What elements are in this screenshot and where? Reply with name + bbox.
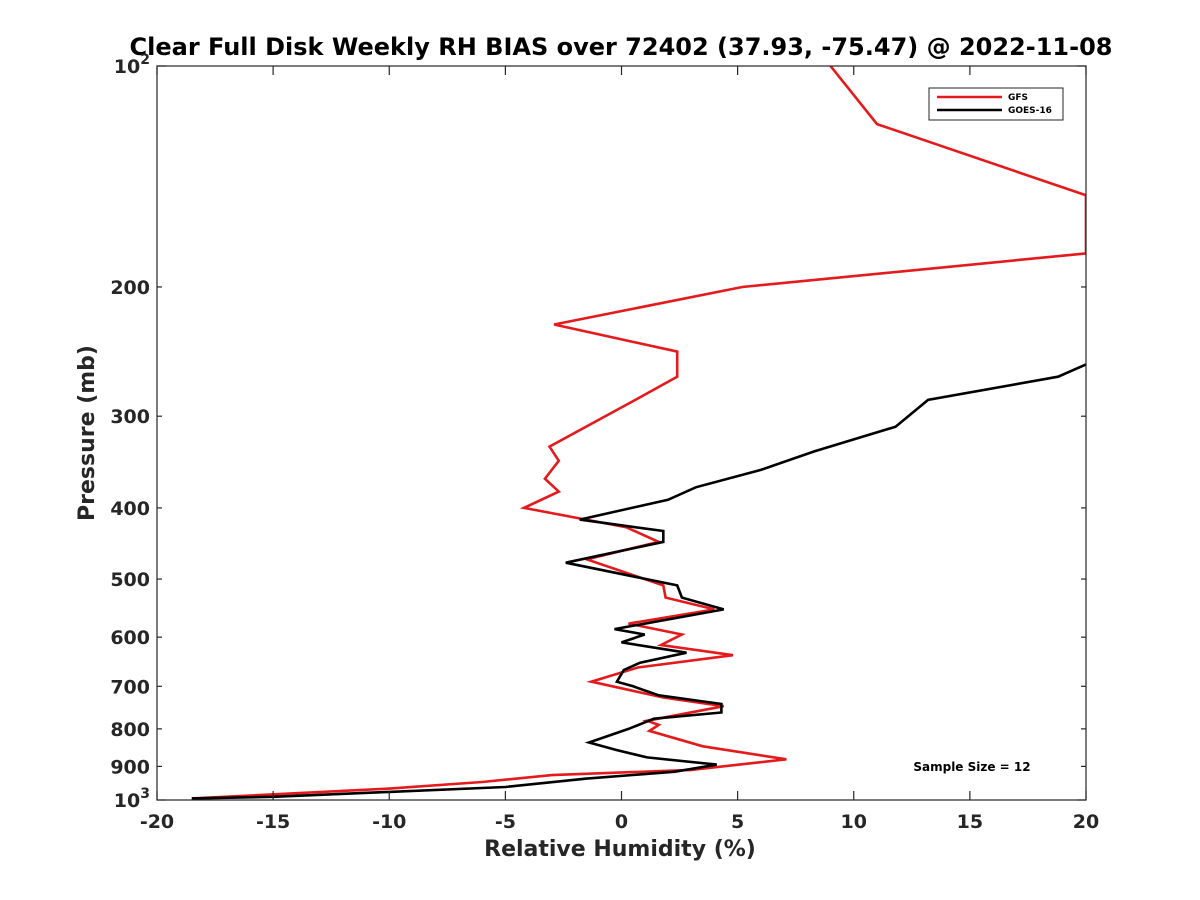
- y-tick-label: 400: [110, 498, 150, 520]
- legend-box: [928, 87, 1064, 121]
- x-tick-label: 0: [615, 811, 628, 833]
- y-axis-label: Pressure (mb): [75, 345, 100, 521]
- sample-size-annotation: Sample Size = 12: [913, 760, 1030, 774]
- legend-label: GFS: [1008, 93, 1028, 103]
- y-tick-label: 200: [110, 277, 150, 299]
- plot-area: -20 -15 -10 -5 0 5 10 15 20 102 103 200 300 400 500 60…: [110, 52, 1099, 833]
- legend-label: GOES-16: [1008, 106, 1052, 116]
- y-tick-label: 900: [110, 756, 150, 778]
- x-axis: -20 -15 -10 -5 0 5 10 15 20: [140, 66, 1099, 833]
- x-tick-label: 10: [841, 811, 867, 833]
- x-tick-label: -15: [256, 811, 290, 833]
- series-line-goes-16: [191, 363, 1086, 800]
- y-tick-label: 500: [110, 569, 150, 591]
- x-tick-label: -20: [140, 811, 174, 833]
- y-tick-label: 600: [110, 627, 150, 649]
- series-line-gfs: [191, 66, 1086, 800]
- y-tick-label: 800: [110, 719, 150, 741]
- chart-title: Clear Full Disk Weekly RH BIAS over 7240…: [130, 33, 1113, 61]
- x-tick-label: -10: [372, 811, 406, 833]
- x-axis-label: Relative Humidity (%): [484, 837, 756, 862]
- x-tick-label: 15: [957, 811, 983, 833]
- y-axis: 102 103 200 300 400 500 600 700 800 900: [110, 52, 1086, 812]
- y-tick-label: 700: [110, 676, 150, 698]
- y-tick-label: 102: [114, 52, 150, 78]
- plot-frame: [156, 65, 1087, 801]
- x-tick-label: 20: [1073, 811, 1099, 833]
- x-tick-label: 5: [731, 811, 744, 833]
- y-tick-label: 103: [114, 786, 150, 812]
- x-tick-label: -5: [495, 811, 516, 833]
- y-tick-label: 300: [110, 406, 150, 428]
- legend: GFS GOES-16: [928, 87, 1064, 121]
- series-layer: [191, 66, 1086, 800]
